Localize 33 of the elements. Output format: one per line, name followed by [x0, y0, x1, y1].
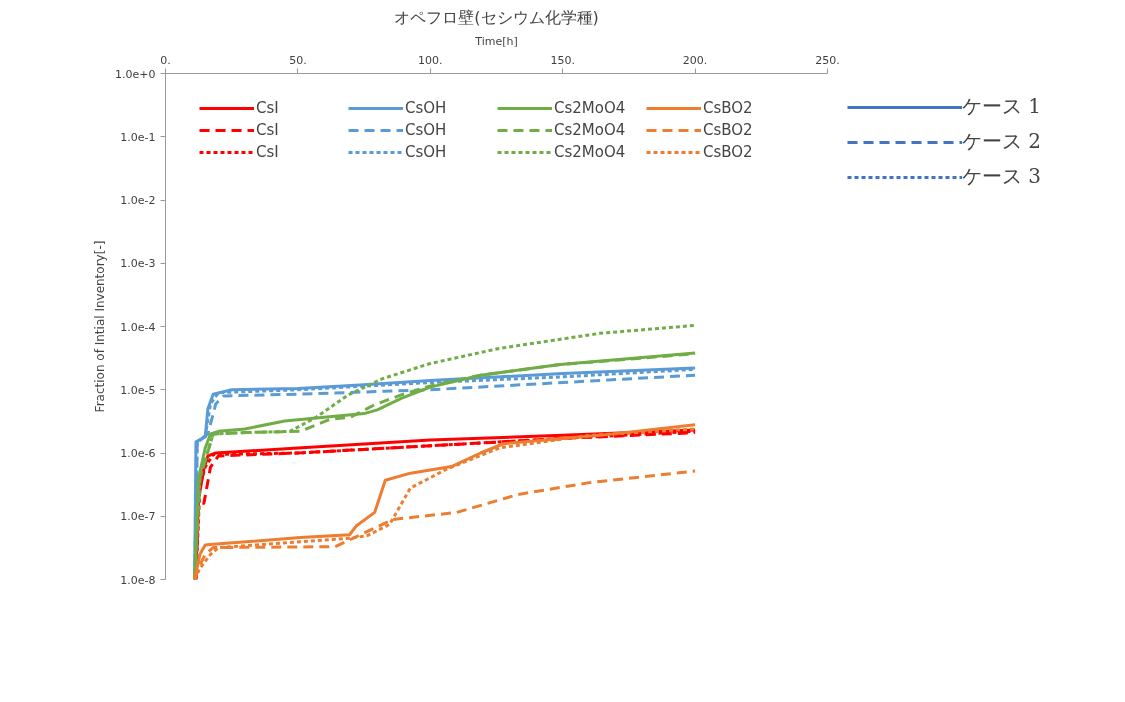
legend-label: CsI	[256, 121, 280, 139]
y-tick-label: 1.0e-4	[120, 320, 156, 334]
text: ケース 3	[962, 163, 1042, 190]
y-tick-label: 1.0e-1	[120, 130, 156, 144]
legend-label: CsBO2	[703, 143, 754, 161]
text: ケース 2	[962, 128, 1042, 155]
x-tick-label: 200.	[682, 53, 708, 67]
y-tick-label: 1.0e-5	[120, 383, 156, 397]
legend-label: CsI	[256, 99, 280, 117]
chart-title: オペフロ壁(セシウム化学種)	[394, 7, 599, 27]
x-axis-title: Time[h]	[474, 34, 518, 48]
x-tick-label: 100.	[418, 53, 443, 67]
legend-label: CsI	[256, 143, 280, 161]
y-axis-title: Fraction of Intial Inventory[-]	[93, 240, 108, 413]
legend-label: CsOH	[405, 143, 448, 161]
text: ケース 1	[962, 93, 1042, 120]
x-tick-label: 0.	[160, 53, 171, 67]
y-tick-label: 1.0e+0	[115, 67, 156, 81]
legend-label: CsOH	[405, 121, 448, 139]
x-tick-label: 250.	[815, 53, 840, 67]
legend-label: Cs2MoO4	[554, 143, 627, 161]
y-tick-label: 1.0e-6	[120, 447, 156, 460]
legend-label: Cs2MoO4	[554, 99, 627, 117]
x-tick-label: 50.	[289, 53, 307, 67]
x-tick-label: 150.	[550, 53, 575, 67]
y-tick-label: 1.0e-2	[120, 194, 156, 207]
legend-label: CsBO2	[703, 99, 754, 117]
legend-label: Cs2MoO4	[554, 121, 627, 139]
y-tick-label: 1.0e-7	[120, 510, 156, 524]
y-tick-label: 1.0e-8	[120, 573, 156, 587]
legend-label: CsOH	[405, 99, 448, 117]
y-tick-label: 1.0e-3	[120, 257, 156, 271]
legend-label: CsBO2	[703, 121, 754, 139]
